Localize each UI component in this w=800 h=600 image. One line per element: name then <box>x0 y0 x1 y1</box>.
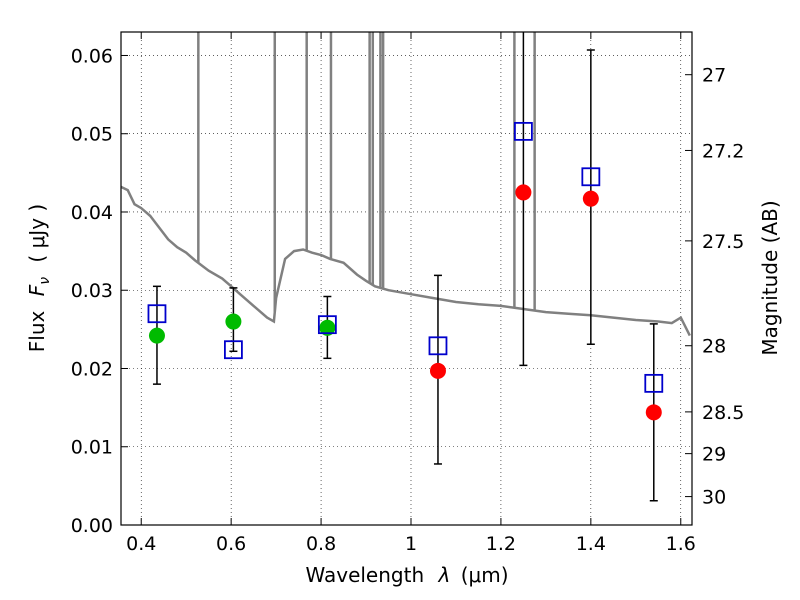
y-axis-title: Flux Fν ( μJy ) <box>25 204 54 352</box>
model-box-point <box>644 373 664 393</box>
data-points <box>147 121 664 421</box>
y-tick-label: 0.03 <box>71 280 113 302</box>
x-tick-label: 1.4 <box>576 533 606 555</box>
model-box-point <box>224 340 243 360</box>
plot-frame <box>120 31 693 526</box>
data-point-red <box>645 404 662 421</box>
data-point-green <box>225 313 242 330</box>
model-spectrum <box>120 32 691 337</box>
y-tick-label: 0.01 <box>71 437 113 459</box>
model-box-point <box>513 121 533 141</box>
y-tick-label: 0.04 <box>71 202 113 224</box>
x-tick-label: 1.2 <box>486 533 516 555</box>
right-axis-title: Magnitude (AB) <box>758 200 782 355</box>
data-point-red <box>515 184 532 201</box>
tick-labels: 0.4 0.6 0.8 1 1.2 1.4 1.6 0.00 0.01 0.02 0.03 0.04 0… <box>71 45 745 555</box>
x-tick-label: 0.6 <box>216 533 246 555</box>
model-box-point <box>317 315 337 335</box>
x-tick-label: 0.8 <box>306 533 336 555</box>
right-tick-label: 28 <box>702 336 726 358</box>
y-tick-label: 0.00 <box>71 515 113 537</box>
model-box-point <box>428 336 448 356</box>
data-point-red <box>429 362 446 379</box>
x-tick-label: 1 <box>405 533 417 555</box>
right-tick-label: 30 <box>702 487 726 509</box>
model-box-point <box>147 304 167 324</box>
model-box-point <box>581 167 601 187</box>
x-axis-title: Wavelength λ (μm) <box>305 563 508 587</box>
data-point-green <box>148 327 165 344</box>
x-tick-label: 1.6 <box>666 533 696 555</box>
right-tick-label: 28.5 <box>702 402 744 424</box>
right-tick-label: 27.5 <box>702 231 744 253</box>
y-tick-label: 0.02 <box>71 358 113 380</box>
right-tick-label: 29 <box>702 444 726 466</box>
right-tick-label: 27.2 <box>702 140 744 162</box>
data-point-red <box>582 190 599 207</box>
y-tick-label: 0.05 <box>71 124 113 146</box>
model-continuum <box>120 185 691 337</box>
data-point-green <box>319 319 336 336</box>
right-tick-label: 27 <box>702 65 726 87</box>
axis-ticks <box>121 32 692 526</box>
y-tick-label: 0.06 <box>71 45 113 67</box>
x-tick-label: 0.4 <box>126 533 156 555</box>
